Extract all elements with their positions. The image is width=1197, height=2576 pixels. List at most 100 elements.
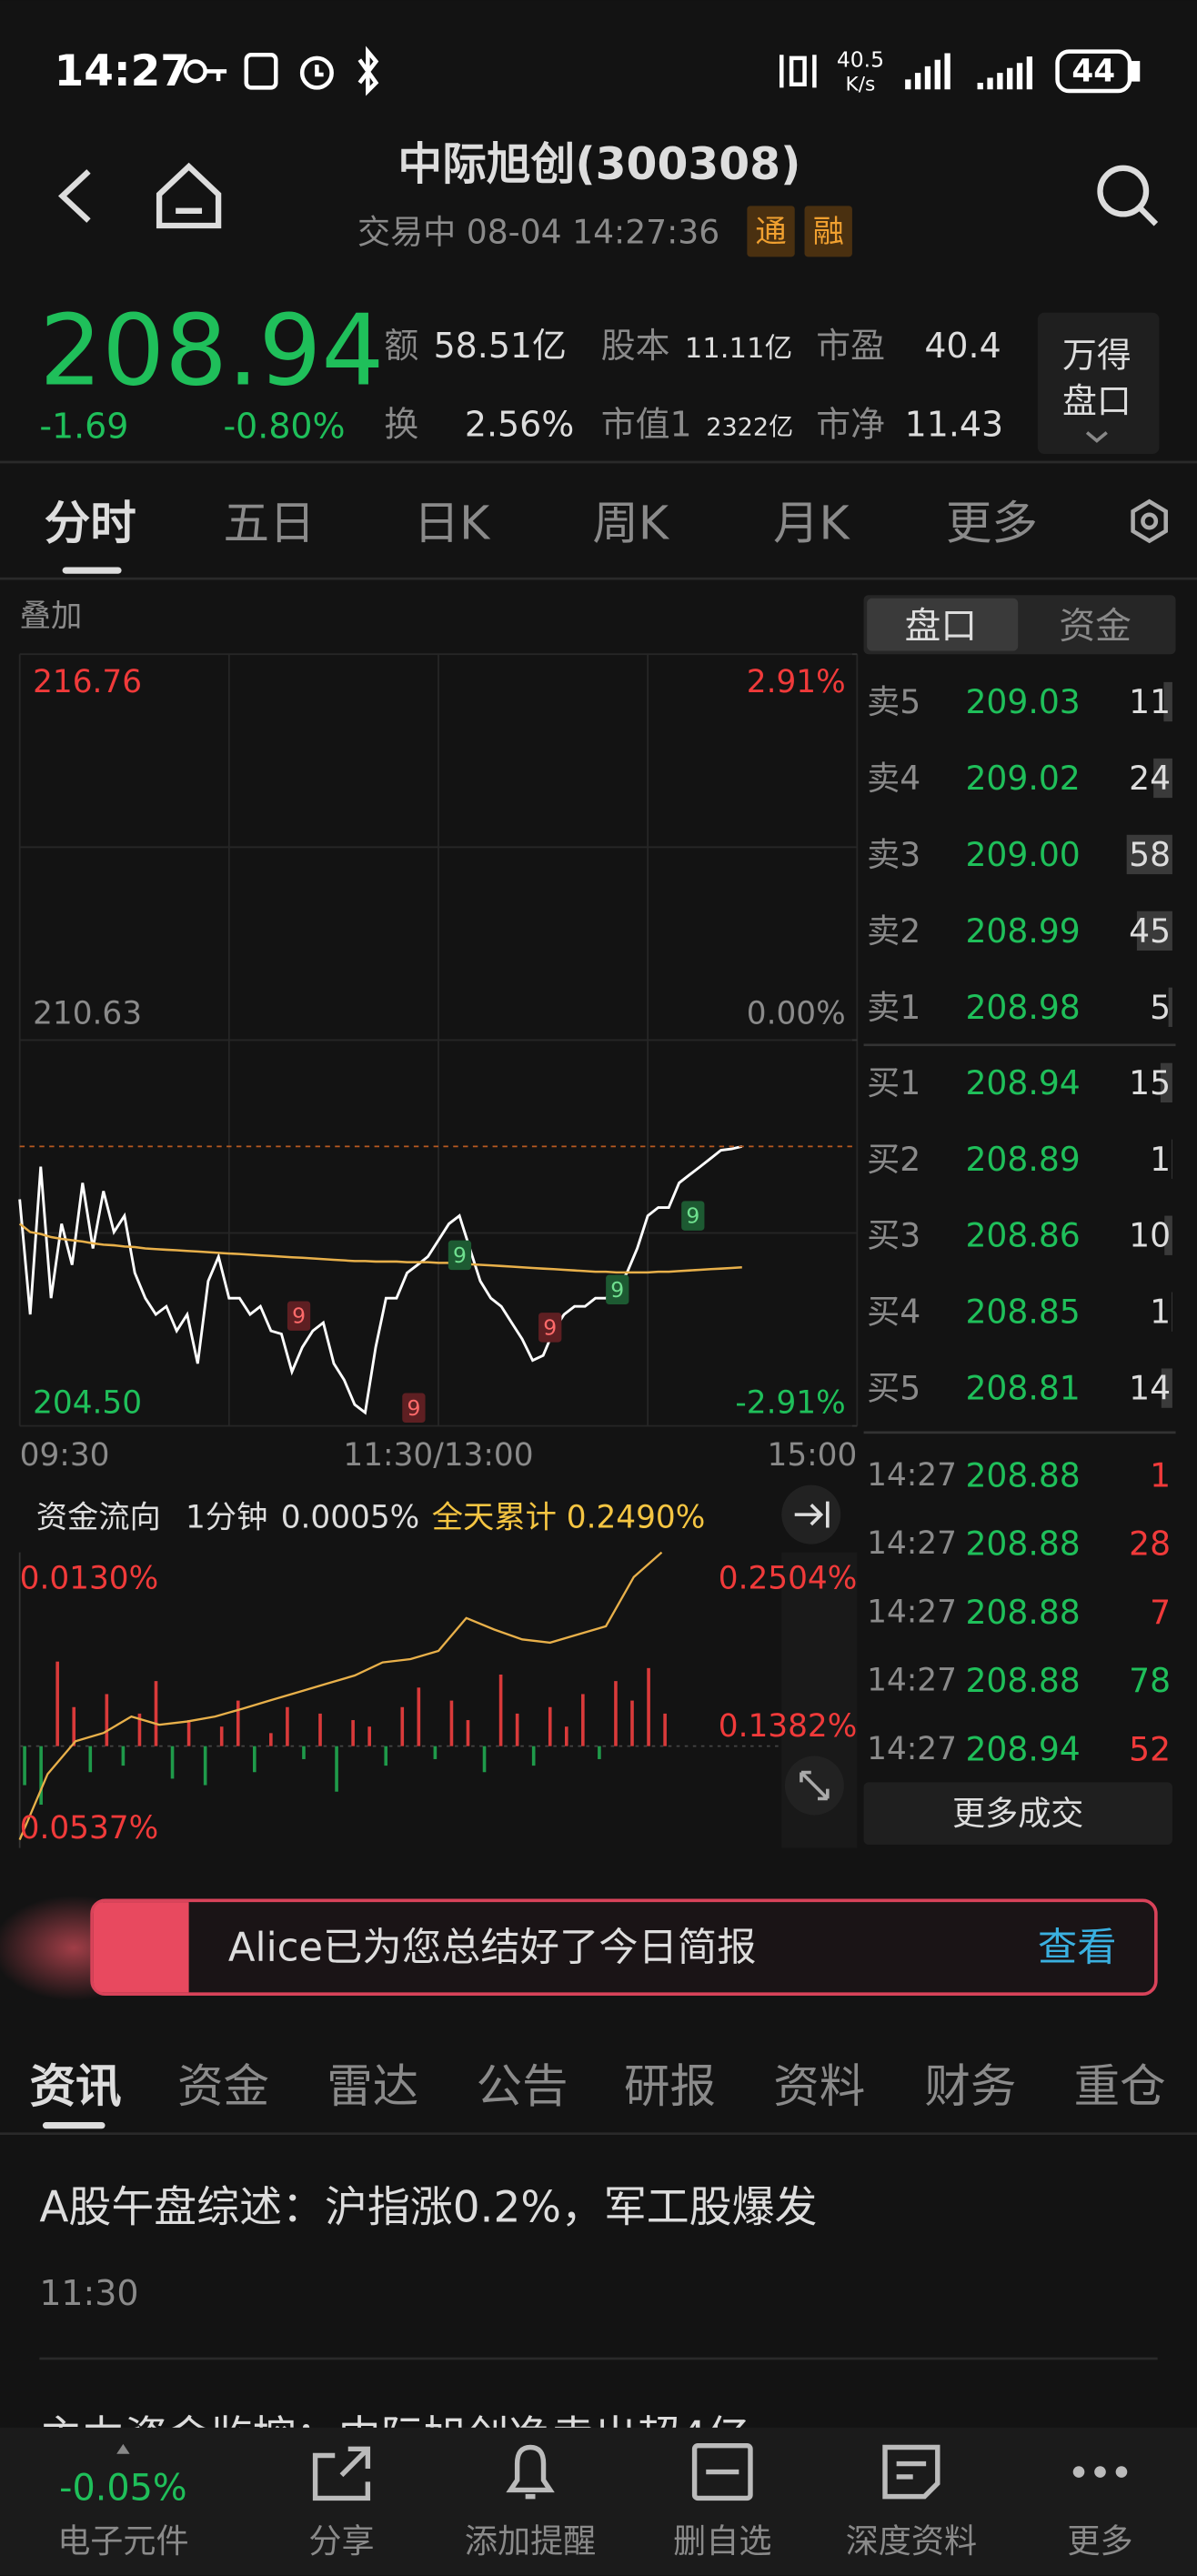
expand-button[interactable] xyxy=(784,1756,844,1816)
collapse-button[interactable] xyxy=(781,1484,841,1545)
book-volume: 1 xyxy=(1150,1140,1171,1179)
banner[interactable] xyxy=(90,1898,1158,1997)
wind-button-text[interactable]: 盘口 xyxy=(1062,381,1132,421)
flow-bar xyxy=(137,1713,142,1746)
flow-bar xyxy=(154,1681,158,1746)
news-tab[interactable]: 资金 xyxy=(177,2059,269,2113)
status-icons xyxy=(183,45,1141,96)
more-trades-text[interactable]: 更多成交 xyxy=(952,1794,1083,1833)
flow-bar xyxy=(72,1706,76,1746)
flow-bar xyxy=(598,1746,601,1759)
trade-time: 14:27 xyxy=(867,1731,957,1767)
flow-bar xyxy=(433,1746,438,1759)
news-tab[interactable]: 研报 xyxy=(624,2059,716,2113)
back-button[interactable] xyxy=(57,169,91,223)
volume-bar xyxy=(1136,911,1172,951)
book-level: 卖5 xyxy=(867,682,920,721)
trade-price: 208.88 xyxy=(965,1593,1080,1632)
book-level: 买5 xyxy=(867,1369,920,1408)
book-price: 209.00 xyxy=(965,835,1080,874)
x-tick-label: 09:30 xyxy=(20,1437,110,1474)
news-title[interactable]: A股午盘综述：沪指涨0.2%，军工股爆发 xyxy=(39,2182,817,2232)
sector-name[interactable]: 电子元件 xyxy=(57,2521,188,2561)
nav-item[interactable]: 深度资料 xyxy=(846,2521,977,2561)
news-time: 11:30 xyxy=(39,2273,138,2313)
search-button[interactable] xyxy=(1097,165,1159,226)
banner-action[interactable]: 查看 xyxy=(1038,1926,1117,1971)
chart-tab[interactable]: 更多 xyxy=(946,496,1038,549)
chart-tab[interactable]: 日K xyxy=(414,496,492,549)
average-line xyxy=(18,1223,742,1274)
banner-text[interactable]: Alice已为您总结好了今日简报 xyxy=(228,1926,757,1971)
news-tab[interactable]: 财务 xyxy=(924,2059,1016,2113)
flow-bar xyxy=(614,1681,618,1746)
flow-bar xyxy=(170,1746,175,1779)
chart-tab[interactable]: 周K xyxy=(592,496,670,549)
flow-bar xyxy=(186,1720,191,1746)
trade-time: 14:27 xyxy=(867,1594,957,1630)
trade-volume: 28 xyxy=(1129,1524,1171,1564)
flow-bar xyxy=(367,1726,371,1746)
news-tab[interactable]: 资讯 xyxy=(30,2059,122,2113)
nav-item[interactable]: 添加提醒 xyxy=(465,2521,596,2561)
x-tick-label: 11:30/13:00 xyxy=(343,1437,533,1474)
book-level: 卖1 xyxy=(867,988,920,1027)
chart-tab[interactable]: 五日 xyxy=(224,496,316,549)
y-tick-label: 216.76 xyxy=(33,664,142,700)
overlay-button[interactable]: 叠加 xyxy=(20,599,83,635)
flow-bar xyxy=(236,1700,240,1746)
stat-label: 市净 xyxy=(816,404,885,444)
flow-bar xyxy=(55,1661,59,1746)
book-price: 208.99 xyxy=(965,911,1080,951)
chart-tab[interactable]: 月K xyxy=(773,496,851,549)
home-button[interactable] xyxy=(156,162,222,229)
wind-button[interactable] xyxy=(1037,312,1160,454)
chevron xyxy=(1085,431,1108,443)
nav-item[interactable]: 删自选 xyxy=(673,2521,771,2561)
book-level: 买2 xyxy=(867,1140,920,1179)
news-tab[interactable]: 重仓 xyxy=(1074,2059,1166,2113)
flow-bar xyxy=(219,1726,224,1746)
book-level: 买4 xyxy=(867,1293,920,1332)
book-price: 208.86 xyxy=(965,1216,1080,1255)
nav-icons xyxy=(312,2442,1128,2501)
trade-volume: 52 xyxy=(1129,1729,1171,1768)
book-tab-active[interactable] xyxy=(867,598,1019,651)
settings-button[interactable] xyxy=(1131,498,1168,544)
book-price: 208.98 xyxy=(965,988,1080,1027)
wind-button-text[interactable]: 万得 xyxy=(1062,336,1132,376)
fund-flow-title: 资金流向 xyxy=(36,1500,161,1536)
stock-title: 中际旭创(300308) xyxy=(397,139,800,190)
net-speed: 40.5 xyxy=(837,47,884,73)
flow-bar xyxy=(39,1746,43,1806)
more-trades-button[interactable] xyxy=(863,1782,1172,1845)
news-tab[interactable]: 雷达 xyxy=(327,2059,418,2113)
news-tab[interactable]: 资料 xyxy=(773,2059,865,2113)
signal-box xyxy=(538,1313,562,1343)
book-tab[interactable]: 资金 xyxy=(1059,605,1131,647)
book-level: 卖3 xyxy=(867,835,920,874)
stat-label: 市值1 xyxy=(601,404,692,444)
book-volume: 11 xyxy=(1129,682,1171,721)
flow-bar xyxy=(88,1746,93,1773)
cumulative-flow-line xyxy=(18,1551,663,1841)
book-volume: 45 xyxy=(1129,911,1171,951)
price-change-pct: -0.80% xyxy=(224,406,346,446)
trade-status: 交易中 08-04 14:27:36 xyxy=(357,213,719,252)
clock: 14:27 xyxy=(55,46,190,96)
flow-bar xyxy=(253,1746,256,1773)
nav-item[interactable]: 更多 xyxy=(1067,2521,1132,2561)
volume-bar xyxy=(1153,758,1172,799)
news-tab[interactable]: 公告 xyxy=(477,2059,568,2113)
badge xyxy=(747,206,795,257)
chart-tab[interactable]: 分时 xyxy=(45,496,136,549)
nav-item[interactable]: 分享 xyxy=(308,2521,374,2561)
trade-price: 208.88 xyxy=(965,1455,1080,1494)
book-tab[interactable]: 盘口 xyxy=(905,605,977,647)
badge xyxy=(804,206,852,257)
flow-bar xyxy=(498,1674,503,1746)
signal-text: 9 xyxy=(292,1303,306,1329)
book-level: 买1 xyxy=(867,1063,920,1102)
